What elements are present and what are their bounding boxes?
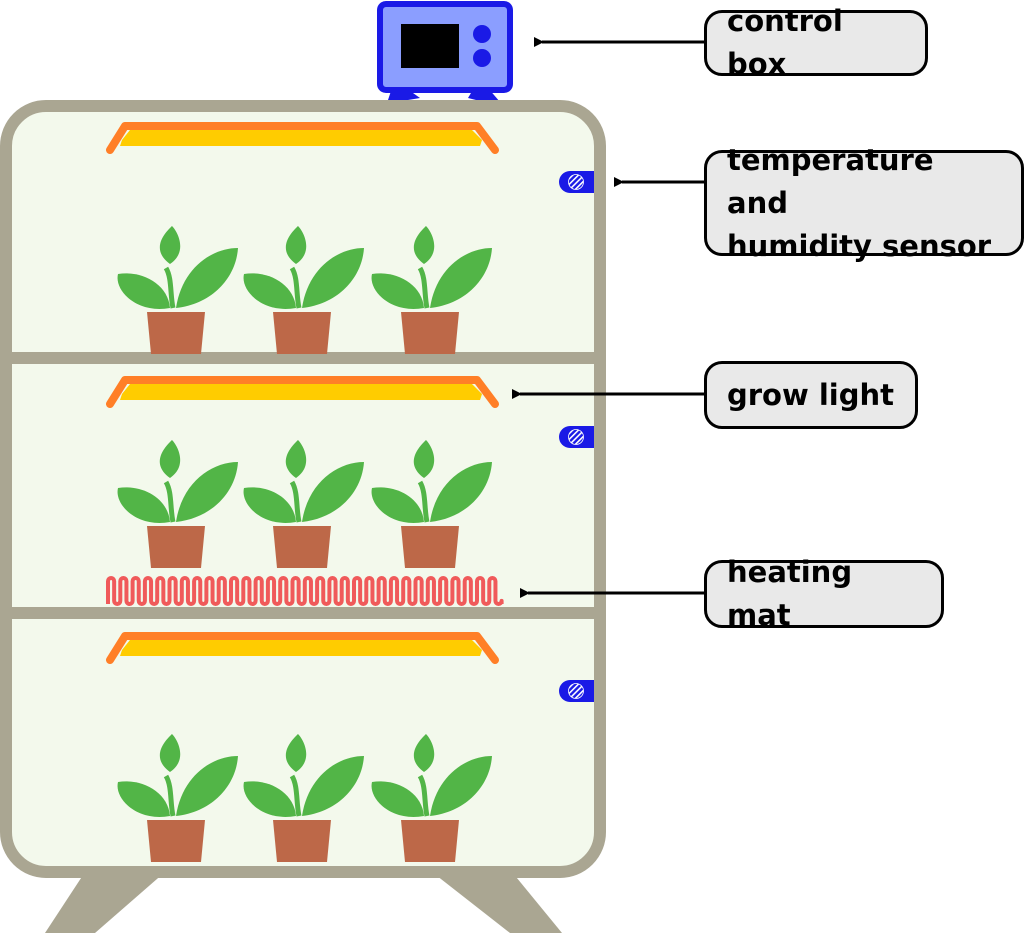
label-control-box-text: control box	[727, 4, 843, 81]
sensor-icon	[558, 679, 595, 703]
label-grow-light-text: grow light	[727, 377, 895, 412]
heating-mat-icon	[106, 576, 504, 606]
label-control-box: control box	[704, 4, 928, 81]
label-heating-mat-text: heating mat	[727, 555, 853, 632]
label-sensor: temperature and humidity sensor	[704, 143, 1024, 263]
cabinet-legs	[45, 872, 562, 933]
label-grow-light: grow light	[704, 361, 918, 429]
sensor-icon	[558, 170, 595, 194]
control-box-icon	[377, 1, 513, 102]
callout-arrows	[512, 37, 704, 598]
label-sensor-text: temperature and humidity sensor	[727, 142, 992, 263]
label-heating-mat: heating mat	[704, 555, 944, 632]
sensor-icon	[558, 425, 595, 449]
